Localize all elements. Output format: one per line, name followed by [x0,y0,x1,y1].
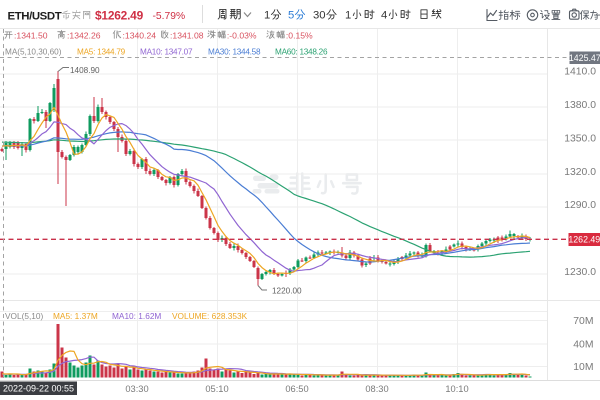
svg-text:1350.0: 1350.0 [564,133,596,144]
svg-text:MA10: 1347.07: MA10: 1347.07 [140,47,193,56]
svg-text:30: 30 [313,10,326,22]
svg-text:MA(5,10,30,60): MA(5,10,30,60) [5,47,62,56]
svg-text:1: 1 [264,10,270,22]
svg-text::1340.24: :1340.24 [123,30,157,40]
svg-text:1320.0: 1320.0 [564,167,596,178]
svg-text::1342.26: :1342.26 [67,30,101,40]
svg-text::1341.50: :1341.50 [14,30,48,40]
svg-text:VOLUME: 628.353K: VOLUME: 628.353K [172,311,248,321]
svg-text:70M: 70M [573,316,593,327]
svg-text::1341.08: :1341.08 [170,30,204,40]
svg-text:ETH/USDT: ETH/USDT [8,11,62,23]
svg-text:-5.79%: -5.79% [153,11,186,22]
svg-text:08:30: 08:30 [365,384,388,394]
svg-text:MA30: 1344.58: MA30: 1344.58 [208,47,261,56]
svg-text:MA10: 1.62M: MA10: 1.62M [112,311,161,321]
svg-text:10M: 10M [573,362,593,373]
svg-text:$1262.49: $1262.49 [95,9,144,23]
svg-text:1262.49: 1262.49 [568,235,600,245]
svg-text:1425.47: 1425.47 [569,53,600,63]
svg-text:05:10: 05:10 [205,384,228,394]
svg-text:03:30: 03:30 [125,384,148,394]
svg-text:5: 5 [288,10,294,22]
svg-text:1290.0: 1290.0 [564,200,596,211]
svg-text:1408.90: 1408.90 [70,66,100,75]
svg-text:2022-09-22 00:55: 2022-09-22 00:55 [3,384,74,394]
svg-text:1230.0: 1230.0 [564,267,596,278]
svg-text:1380.0: 1380.0 [564,100,596,111]
svg-text:VOL(5,10): VOL(5,10) [5,311,44,321]
svg-text:06:50: 06:50 [285,384,308,394]
svg-text:1410.0: 1410.0 [564,67,596,78]
svg-text:10:10: 10:10 [445,384,468,394]
svg-text::0.15%: :0.15% [286,30,313,40]
svg-text:4: 4 [381,10,387,22]
svg-text:MA5: 1344.79: MA5: 1344.79 [77,47,126,56]
svg-text:40M: 40M [573,340,593,351]
svg-text:MA60: 1348.26: MA60: 1348.26 [275,47,328,56]
svg-text:1: 1 [345,10,351,22]
svg-text::-0.03%: :-0.03% [227,30,257,40]
svg-text:1220.00: 1220.00 [272,287,302,296]
svg-text:MA5: 1.37M: MA5: 1.37M [53,311,98,321]
